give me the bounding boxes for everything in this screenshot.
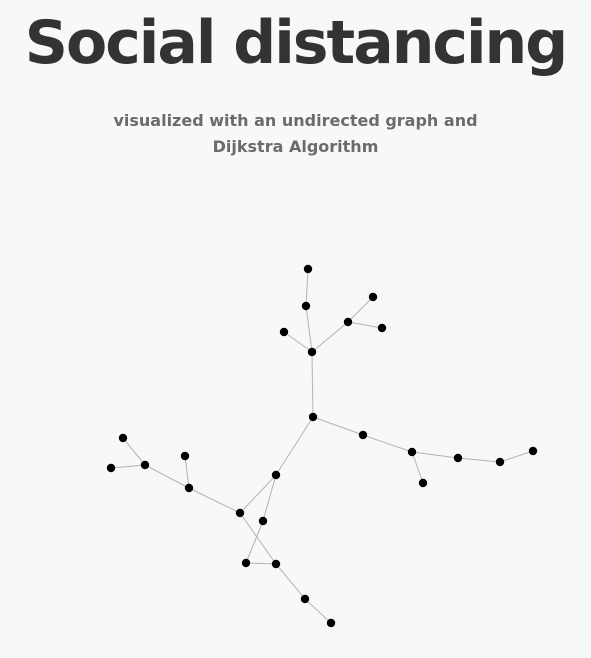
graph-edge bbox=[347, 321, 383, 329]
graph-node[interactable] bbox=[184, 483, 194, 493]
graph-edge bbox=[304, 598, 332, 624]
graph-edge bbox=[457, 457, 501, 463]
graph-node[interactable] bbox=[279, 327, 289, 337]
graph-node[interactable] bbox=[258, 516, 268, 526]
graph-edge bbox=[283, 331, 313, 353]
graph-node[interactable] bbox=[307, 347, 317, 357]
graph-node[interactable] bbox=[300, 594, 310, 604]
graph-edge bbox=[184, 455, 190, 489]
graph-node[interactable] bbox=[118, 433, 128, 443]
graph-edge bbox=[122, 437, 146, 466]
graph-node[interactable] bbox=[358, 430, 368, 440]
graph-edge bbox=[245, 562, 277, 565]
graph-node[interactable] bbox=[453, 453, 463, 463]
graph-node[interactable] bbox=[407, 447, 417, 457]
graph-edge bbox=[312, 416, 364, 436]
graph-edge bbox=[362, 434, 413, 453]
page-title: Social distancing bbox=[24, 8, 568, 78]
graph-edge bbox=[110, 464, 146, 469]
graph-edge bbox=[188, 487, 241, 514]
graph-edge bbox=[305, 268, 309, 307]
graph-edge bbox=[239, 512, 277, 565]
graph-node[interactable] bbox=[303, 264, 313, 274]
graph-node[interactable] bbox=[271, 470, 281, 480]
graph-edge bbox=[144, 464, 190, 489]
graph-node[interactable] bbox=[180, 451, 190, 461]
graph-node[interactable] bbox=[343, 317, 353, 327]
graph-edge bbox=[275, 563, 306, 600]
graph-edge bbox=[411, 451, 424, 484]
graph-edge bbox=[305, 305, 313, 353]
page-subtitle: visualized with an undirected graph and … bbox=[113, 111, 478, 156]
graph-node[interactable] bbox=[235, 508, 245, 518]
graph-node[interactable] bbox=[368, 292, 378, 302]
graph-edge bbox=[275, 416, 314, 476]
graph-node[interactable] bbox=[418, 478, 428, 488]
graph-node[interactable] bbox=[271, 559, 281, 569]
graph-node[interactable] bbox=[495, 457, 505, 467]
graph-node[interactable] bbox=[528, 446, 538, 456]
graph-edge bbox=[239, 474, 277, 514]
graph-edge bbox=[411, 451, 459, 459]
graph-edge bbox=[245, 520, 264, 564]
graph-node[interactable] bbox=[106, 463, 116, 473]
graph-edge bbox=[311, 321, 349, 353]
graph-node[interactable] bbox=[241, 558, 251, 568]
graph-edge bbox=[262, 474, 277, 522]
graph-node[interactable] bbox=[326, 618, 336, 628]
graph-node[interactable] bbox=[140, 460, 150, 470]
graph-edge bbox=[311, 351, 314, 418]
graph-edge bbox=[499, 450, 534, 463]
graph-node[interactable] bbox=[301, 301, 311, 311]
graph-node[interactable] bbox=[308, 412, 318, 422]
graph-node[interactable] bbox=[377, 323, 387, 333]
graph-edge bbox=[347, 296, 374, 323]
